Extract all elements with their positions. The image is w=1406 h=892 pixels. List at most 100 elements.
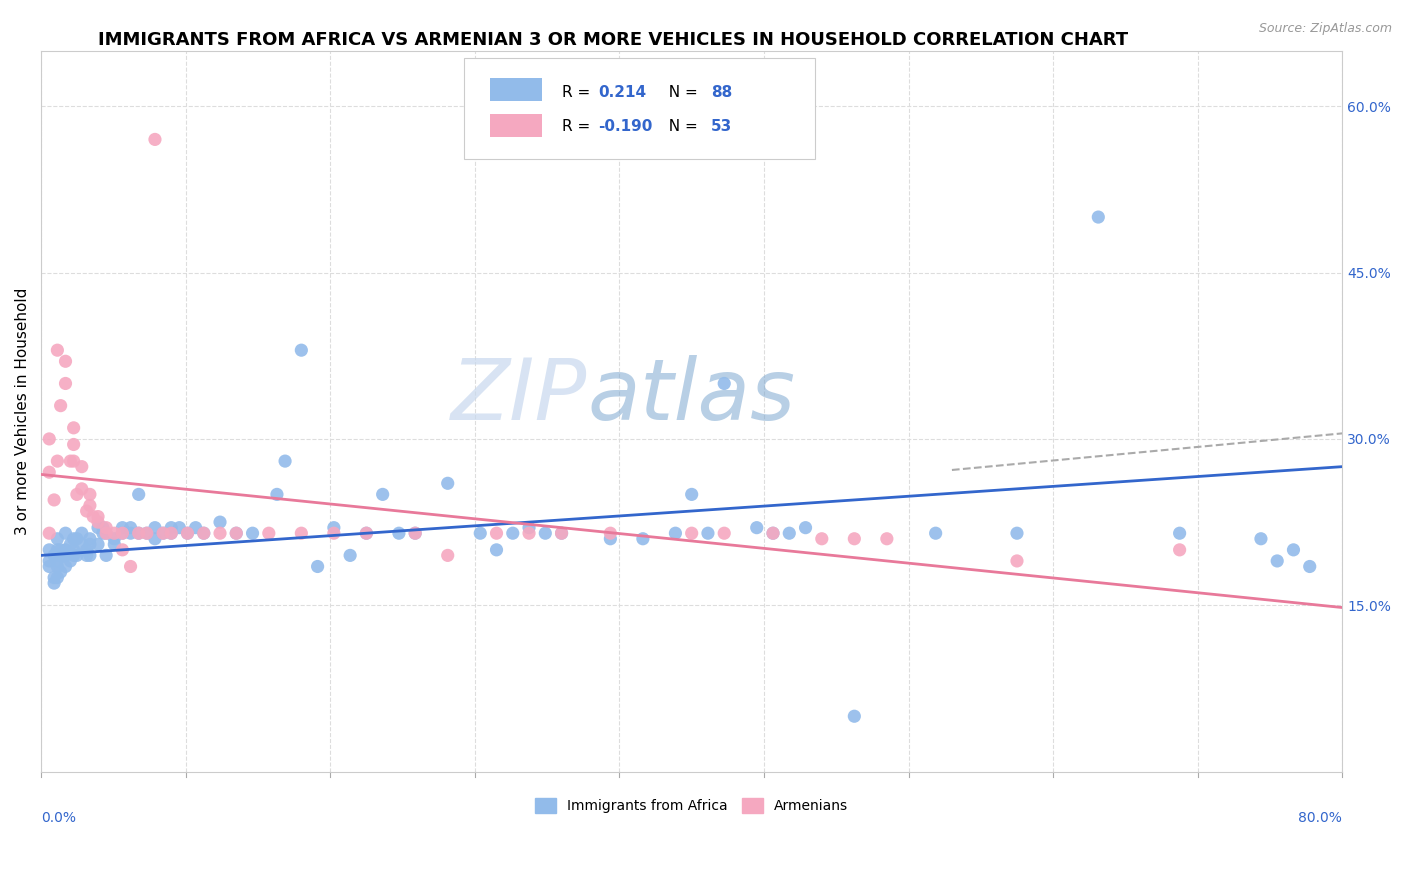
Point [59,554,82,568]
Point [169,521,191,535]
Point [436,549,458,563]
Text: R =: R = [561,119,595,134]
Point [924,526,946,541]
Point [46,571,69,585]
Point [160,521,183,535]
Point [1168,542,1191,557]
Point [745,521,768,535]
Point [76,542,98,557]
Point [62,549,84,563]
Point [46,542,69,557]
Point [70,459,93,474]
Point [388,526,411,541]
Text: 0.214: 0.214 [598,85,647,100]
Point [55,549,77,563]
Point [681,526,703,541]
Point [62,421,84,435]
Point [208,515,231,529]
Point [404,526,426,541]
Point [38,542,60,557]
Point [87,515,110,529]
Point [66,532,89,546]
Point [79,549,101,563]
Point [266,487,288,501]
Point [120,559,142,574]
Text: N =: N = [659,119,703,134]
Point [876,532,898,546]
Point [404,526,426,541]
Point [135,526,157,541]
Point [339,549,361,563]
Point [66,549,89,563]
Point [322,526,344,541]
Point [762,526,785,541]
Point [697,526,720,541]
Point [713,526,735,541]
Text: 88: 88 [711,85,733,100]
Point [46,559,69,574]
Point [70,526,93,541]
Point [470,526,492,541]
Point [38,465,60,479]
Point [242,526,264,541]
Point [42,576,65,591]
Point [70,482,93,496]
Point [599,526,621,541]
Point [91,521,114,535]
Point [274,454,297,468]
Point [55,354,77,368]
Bar [491,78,543,101]
Point [143,532,166,546]
Point [160,526,183,541]
Point [631,532,654,546]
Point [534,526,557,541]
Point [62,532,84,546]
Point [87,509,110,524]
Point [371,487,394,501]
Point [1299,559,1322,574]
Point [778,526,800,541]
Point [1250,532,1272,546]
Point [42,492,65,507]
Point [193,526,215,541]
Point [55,542,77,557]
Point [79,532,101,546]
Point [128,526,150,541]
Point [46,343,69,358]
Point [517,521,540,535]
Point [59,454,82,468]
Text: atlas: atlas [588,355,796,438]
Point [55,376,77,391]
Point [356,526,378,541]
Point [356,526,378,541]
Point [103,537,125,551]
Point [1005,526,1028,541]
Point [66,487,89,501]
Text: N =: N = [659,85,703,100]
Point [111,521,134,535]
Text: R =: R = [561,85,595,100]
Point [55,559,77,574]
Point [176,526,198,541]
Point [62,542,84,557]
Point [152,526,174,541]
Point [76,504,98,518]
Point [111,526,134,541]
Point [152,526,174,541]
Point [55,526,77,541]
Point [713,376,735,391]
Point [517,526,540,541]
Point [322,521,344,535]
Point [49,399,72,413]
Text: IMMIGRANTS FROM AFRICA VS ARMENIAN 3 OR MORE VEHICLES IN HOUSEHOLD CORRELATION C: IMMIGRANTS FROM AFRICA VS ARMENIAN 3 OR … [98,31,1129,49]
Point [208,526,231,541]
Point [46,454,69,468]
Point [1168,526,1191,541]
Point [42,549,65,563]
Point [82,509,104,524]
Point [62,437,84,451]
Point [79,487,101,501]
Point [225,526,247,541]
Point [103,526,125,541]
Point [38,526,60,541]
